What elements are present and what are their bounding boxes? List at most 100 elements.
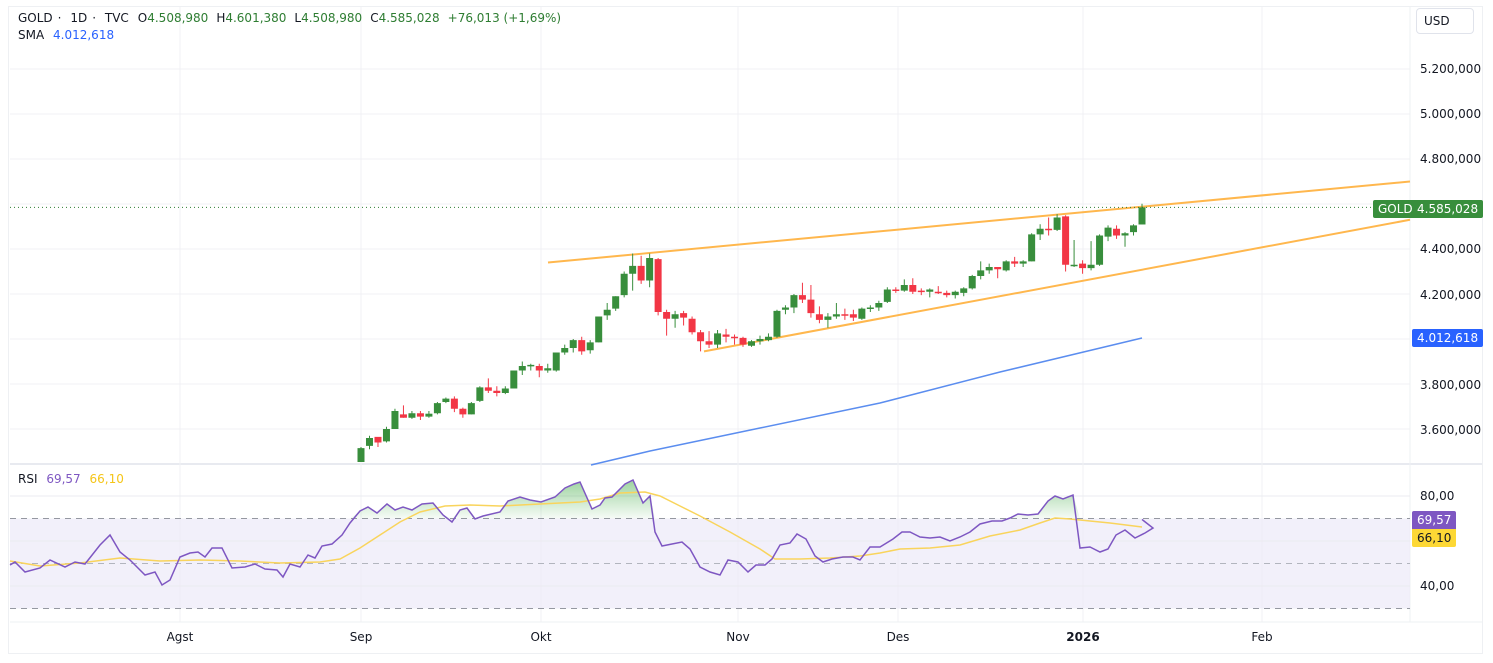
candle-down <box>849 314 857 318</box>
candle-down <box>815 314 823 320</box>
candle-down <box>798 295 806 300</box>
price-tick: 3.800,000 <box>1420 378 1482 392</box>
candle-up <box>365 438 373 446</box>
candle-up <box>883 289 891 302</box>
candle-up <box>1070 264 1078 267</box>
candle-up <box>467 403 475 415</box>
candle-up <box>968 276 976 289</box>
symbol-price-tag: GOLD <box>1373 200 1418 218</box>
currency-button[interactable]: USD <box>1416 8 1474 34</box>
candle-up <box>832 314 840 317</box>
time-label-2026: 2026 <box>1066 630 1100 644</box>
price-tick: 3.600,000 <box>1420 423 1482 437</box>
candle-down <box>697 332 705 342</box>
ohlc-legend: GOLD · 1D · TVC O4.508,980 H4.601,380 L4.508,… <box>18 11 566 25</box>
low-label: L <box>294 11 302 25</box>
candle-down <box>578 340 586 352</box>
rsi-ma-value: 66,10 <box>89 472 124 486</box>
last-price-tag: 4.585,028 <box>1412 200 1484 218</box>
candle-down <box>688 318 696 333</box>
open-label: O <box>137 11 148 25</box>
candle-up <box>781 307 789 310</box>
candle-up <box>764 336 772 341</box>
price-tick: 4.400,000 <box>1420 242 1482 256</box>
candle-up <box>1104 227 1112 237</box>
candle-down <box>705 341 713 345</box>
rsi-legend[interactable]: RSI 69,57 66,10 <box>18 472 129 486</box>
candle-down <box>731 336 739 339</box>
close-value: 4.585,028 <box>378 11 440 25</box>
candle-down <box>892 289 900 291</box>
pane-divider <box>10 463 1482 465</box>
candle-up <box>926 289 934 292</box>
candle-up <box>985 267 993 271</box>
candle-up <box>1130 225 1138 233</box>
rsi-label: RSI <box>18 472 38 486</box>
candle-up <box>866 307 874 309</box>
candle-down <box>493 390 501 393</box>
separator: · <box>57 11 62 25</box>
price-tick: 4.800,000 <box>1420 152 1482 166</box>
high-label: H <box>216 11 226 25</box>
interval: 1D <box>70 11 88 25</box>
candle-down <box>680 313 688 318</box>
candle-up <box>824 316 832 320</box>
rsi-value: 69,57 <box>46 472 81 486</box>
candle-up <box>756 339 764 342</box>
price-tick: 4.200,000 <box>1420 288 1482 302</box>
candle-up <box>1121 233 1129 236</box>
candle-up <box>858 308 866 319</box>
candle-up <box>900 285 908 291</box>
time-label-sep: Sep <box>349 630 373 644</box>
candle-up <box>595 316 603 343</box>
candle-up <box>425 413 433 417</box>
candle-down <box>416 413 424 417</box>
candle-down <box>994 267 1002 270</box>
candle-down <box>841 314 849 316</box>
candle-down <box>1045 228 1053 231</box>
rsi-ma-line <box>9 491 1143 567</box>
candle-down <box>807 299 815 314</box>
candle-down <box>484 387 492 391</box>
sma-price-tag: 4.012,618 <box>1412 329 1484 347</box>
high-value: 4.601,380 <box>225 11 287 25</box>
candle-up <box>527 364 535 367</box>
candle-up <box>442 398 450 402</box>
candle-up <box>960 288 968 293</box>
candle-down <box>1011 261 1019 264</box>
time-label-agst: Agst <box>166 630 194 644</box>
time-label-des: Des <box>886 630 910 644</box>
sma-label: SMA <box>18 28 45 42</box>
time-label-feb: Feb <box>1251 630 1273 644</box>
candle-up <box>586 342 594 351</box>
sma-legend[interactable]: SMA 4.012,618 <box>18 28 119 42</box>
candle-up <box>1096 235 1104 265</box>
candle-up <box>510 370 518 389</box>
candle-up <box>671 314 679 319</box>
candle-down <box>909 285 917 292</box>
candle-up <box>569 340 577 348</box>
separator: · <box>92 11 97 25</box>
sma-value: 4.012,618 <box>53 28 115 42</box>
candle-up <box>408 413 416 418</box>
candle-up <box>357 448 365 462</box>
candle-up <box>476 387 484 401</box>
candle-up <box>603 309 611 316</box>
sma-line <box>590 337 1143 466</box>
candle-up <box>1138 207 1146 225</box>
trendline-lower <box>703 218 1411 353</box>
candle-down <box>1062 216 1070 265</box>
candle-down <box>535 366 543 371</box>
candle-up <box>646 258 654 281</box>
candle-up <box>501 388 509 393</box>
candle-up <box>620 273 628 296</box>
candle-up <box>1053 217 1061 230</box>
candle-up <box>518 366 526 371</box>
candle-up <box>1036 228 1044 235</box>
candle-up <box>382 429 390 442</box>
candle-down <box>663 312 671 319</box>
symbol-name[interactable]: GOLD <box>18 11 53 25</box>
time-label-okt: Okt <box>530 630 552 644</box>
candle-down <box>450 398 458 409</box>
